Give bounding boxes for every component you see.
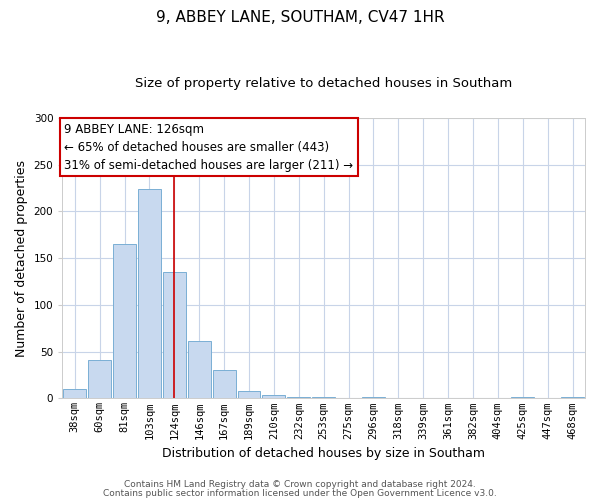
Bar bbox=[188, 342, 211, 398]
Bar bbox=[212, 370, 236, 398]
Bar bbox=[262, 394, 286, 398]
Bar bbox=[113, 244, 136, 398]
X-axis label: Distribution of detached houses by size in Southam: Distribution of detached houses by size … bbox=[162, 447, 485, 460]
Title: Size of property relative to detached houses in Southam: Size of property relative to detached ho… bbox=[135, 78, 512, 90]
Text: Contains HM Land Registry data © Crown copyright and database right 2024.: Contains HM Land Registry data © Crown c… bbox=[124, 480, 476, 489]
Text: 9, ABBEY LANE, SOUTHAM, CV47 1HR: 9, ABBEY LANE, SOUTHAM, CV47 1HR bbox=[155, 10, 445, 25]
Y-axis label: Number of detached properties: Number of detached properties bbox=[15, 160, 28, 356]
Bar bbox=[238, 391, 260, 398]
Text: Contains public sector information licensed under the Open Government Licence v3: Contains public sector information licen… bbox=[103, 489, 497, 498]
Bar bbox=[64, 389, 86, 398]
Bar bbox=[163, 272, 186, 398]
Bar bbox=[88, 360, 111, 399]
Text: 9 ABBEY LANE: 126sqm
← 65% of detached houses are smaller (443)
31% of semi-deta: 9 ABBEY LANE: 126sqm ← 65% of detached h… bbox=[64, 122, 353, 172]
Bar bbox=[138, 189, 161, 398]
Bar bbox=[362, 396, 385, 398]
